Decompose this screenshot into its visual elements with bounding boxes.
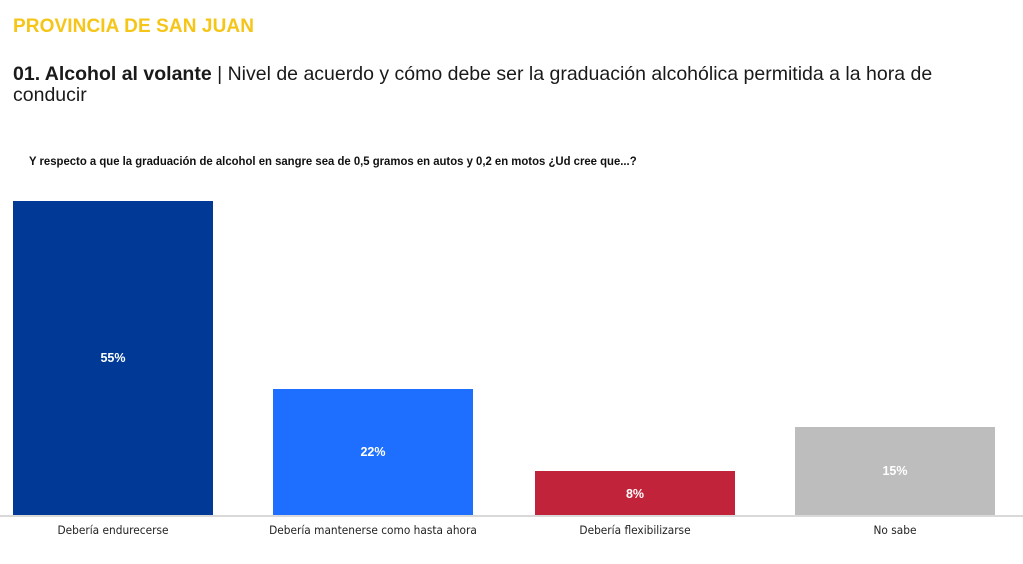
category-label-mantenerse: Debería mantenerse como hasta ahora (269, 523, 477, 537)
bar-flexibilizarse: 8% (535, 471, 735, 515)
bar-value-label: 15% (882, 464, 908, 478)
page-heading: 01. Alcohol al volante | Nivel de acuerd… (13, 64, 1003, 106)
bar-mantenerse: 22% (273, 389, 473, 515)
category-label-flexibilizarse: Debería flexibilizarse (579, 523, 691, 537)
bar-value-label: 22% (360, 445, 386, 459)
heading-rest: Nivel de acuerdo y cómo debe ser la grad… (13, 63, 933, 106)
heading-bold: 01. Alcohol al volante (13, 63, 212, 85)
category-label-endurecerse: Debería endurecerse (57, 523, 169, 537)
survey-question: Y respecto a que la graduación de alcoho… (29, 154, 637, 168)
bar-no-sabe: 15% (795, 427, 995, 515)
category-label-no-sabe: No sabe (873, 523, 917, 537)
province-title: PROVINCIA DE SAN JUAN (13, 16, 255, 37)
bar-value-label: 55% (100, 351, 126, 365)
x-axis-line (0, 515, 1023, 517)
heading-separator: | (211, 63, 228, 85)
bar-endurecerse: 55% (13, 201, 213, 515)
bar-value-label: 8% (625, 487, 645, 501)
